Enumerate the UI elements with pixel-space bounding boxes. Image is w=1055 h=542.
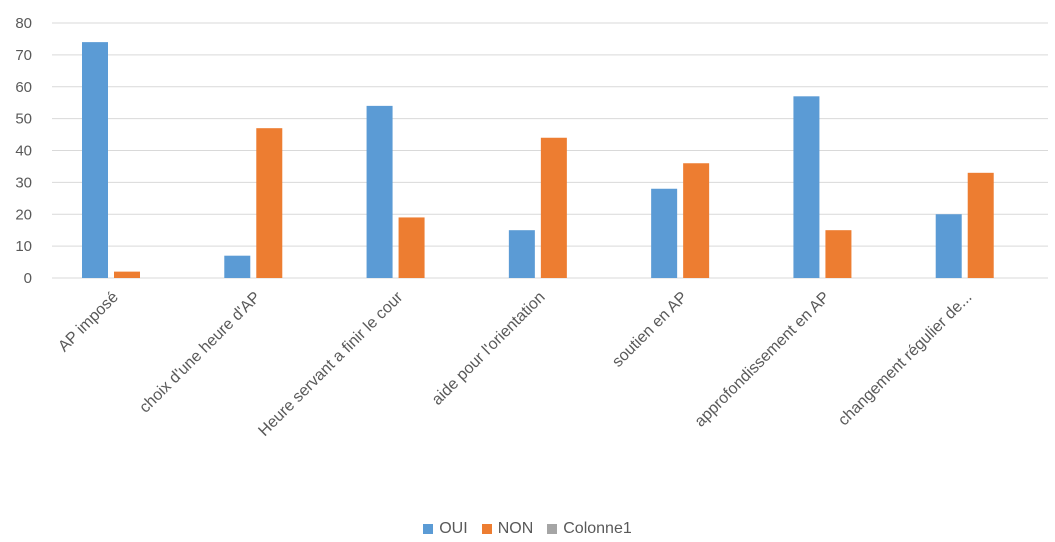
legend-item-non: NON — [481, 520, 534, 538]
bar-oui-4 — [651, 188, 678, 278]
bar-non-1 — [256, 128, 283, 278]
bar-chart: 0 10 20 30 40 50 60 70 80 AP imposé choix d'une he… — [15, 15, 1048, 440]
axes: 0 10 20 30 40 50 60 70 80 AP imposé choix d'une he… — [15, 15, 975, 440]
bar-oui-3 — [508, 230, 535, 278]
y-tick-label: 10 — [15, 238, 32, 255]
legend-label: OUI — [439, 520, 468, 537]
legend-swatch — [481, 524, 492, 534]
x-category-label: changement régulier de... — [835, 289, 975, 429]
y-tick-label: 70 — [15, 47, 32, 64]
bar-non-6 — [967, 172, 994, 278]
legend-label: Colonne1 — [563, 520, 632, 537]
x-category-label: approfondissement en AP — [692, 289, 834, 431]
legend-item-oui: OUI — [423, 520, 468, 538]
x-category-label: Heure servant a finir le cour — [255, 288, 406, 439]
bar-oui-1 — [224, 255, 251, 278]
legend-item-colonne1: Colonne1 — [547, 520, 632, 538]
x-category-label: soutien en AP — [609, 289, 691, 371]
y-tick-label: 50 — [15, 111, 32, 128]
y-tick-label: 20 — [15, 206, 32, 223]
bar-non-4 — [683, 163, 710, 278]
y-tick-label: 40 — [15, 143, 32, 160]
legend-label: NON — [497, 520, 534, 537]
y-tick-label: 80 — [15, 15, 32, 32]
y-tick-label: 30 — [15, 174, 32, 191]
x-category-label: AP imposé — [55, 289, 122, 356]
x-category-label: choix d'une heure d'AP — [136, 289, 264, 417]
y-tick-label: 0 — [24, 270, 32, 287]
bar-non-0 — [114, 271, 140, 278]
legend-swatch — [547, 524, 558, 534]
bar-oui-0 — [82, 42, 108, 278]
legend-swatch — [423, 524, 434, 534]
bar-oui-2 — [366, 105, 393, 278]
bar-non-3 — [540, 137, 567, 278]
legend: OUI NON Colonne1 — [0, 520, 1055, 538]
y-tick-label: 60 — [15, 79, 32, 96]
bar-oui-5 — [793, 96, 820, 278]
bars — [82, 42, 994, 278]
bar-non-2 — [398, 217, 425, 278]
bar-oui-6 — [935, 214, 962, 278]
bar-non-5 — [825, 230, 852, 278]
x-category-label: aide pour l'orientation — [429, 289, 549, 409]
